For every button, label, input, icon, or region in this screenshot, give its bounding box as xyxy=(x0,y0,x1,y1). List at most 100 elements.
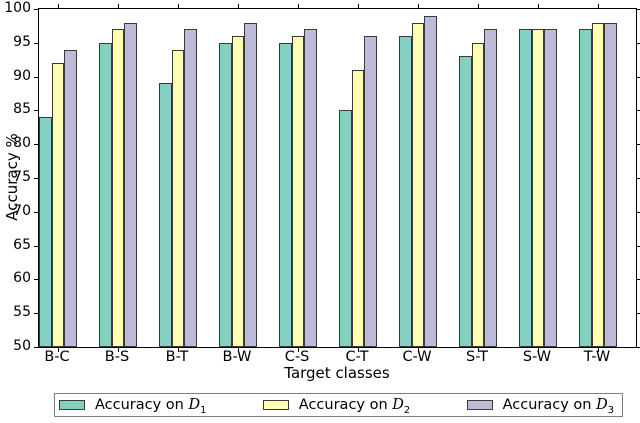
y-tick xyxy=(34,144,38,146)
x-tick-label-s-w: S-W xyxy=(522,349,552,365)
bar-c-t-d3 xyxy=(364,36,377,347)
x-tick xyxy=(118,4,119,8)
x-axis-title: Target classes xyxy=(284,364,390,382)
y-tick xyxy=(637,279,640,281)
bar-c-w-d3 xyxy=(424,15,437,347)
x-tick xyxy=(118,348,119,352)
bar-b-s-d3 xyxy=(124,22,137,347)
x-tick xyxy=(418,4,419,8)
x-tick-label-c-t: C-T xyxy=(345,349,369,365)
bar-b-t-d3 xyxy=(184,29,197,347)
x-tick xyxy=(598,4,599,8)
y-tick xyxy=(34,76,38,78)
x-tick-label-s-t: S-T xyxy=(466,349,488,365)
bar-b-c-d1 xyxy=(39,117,52,347)
y-tick xyxy=(34,9,38,10)
x-tick xyxy=(538,348,539,352)
bar-s-t-d3 xyxy=(484,29,497,347)
x-tick xyxy=(538,4,539,8)
x-tick-label-b-t: B-T xyxy=(165,349,189,365)
bar-s-t-d1 xyxy=(459,56,472,347)
y-tick xyxy=(637,211,640,213)
y-tick xyxy=(34,279,38,281)
bar-b-c-d3 xyxy=(64,49,77,347)
y-tick-label-50: 50 xyxy=(13,338,31,354)
bar-s-t-d2 xyxy=(471,42,485,347)
legend-label-d1: Accuracy on D1 xyxy=(95,397,207,416)
legend-entry-d2: Accuracy on D2 xyxy=(262,397,411,416)
y-tick xyxy=(637,347,640,348)
y-tick xyxy=(34,110,38,112)
bar-s-w-d1 xyxy=(519,29,532,347)
x-tick-label-c-s: C-S xyxy=(284,349,310,365)
y-tick-label-80: 80 xyxy=(13,135,31,152)
bar-b-s-d1 xyxy=(99,42,112,347)
legend-entry-d1: Accuracy on D1 xyxy=(59,397,207,416)
bar-c-w-d1 xyxy=(399,36,412,347)
bar-b-t-d2 xyxy=(171,49,185,347)
y-tick xyxy=(637,313,640,315)
y-tick-label-55: 55 xyxy=(13,304,31,321)
x-tick-label-b-w: B-W xyxy=(222,349,252,365)
x-tick xyxy=(178,4,179,8)
x-tick xyxy=(58,348,59,352)
bar-b-c-d2 xyxy=(51,63,65,347)
y-tick xyxy=(34,245,38,247)
bar-b-w-d1 xyxy=(219,42,232,347)
bar-b-s-d2 xyxy=(111,29,125,347)
x-tick xyxy=(238,348,239,352)
y-tick xyxy=(34,211,38,213)
bar-c-t-d1 xyxy=(339,110,352,347)
y-tick xyxy=(637,76,640,78)
y-tick-label-60: 60 xyxy=(13,270,31,287)
bar-c-w-d2 xyxy=(411,22,425,347)
y-tick-label-95: 95 xyxy=(13,33,31,50)
y-tick xyxy=(637,144,640,146)
bar-s-w-d3 xyxy=(544,29,557,347)
legend-entry-d3: Accuracy on D3 xyxy=(466,397,614,416)
x-tick xyxy=(58,4,59,8)
y-tick xyxy=(34,42,38,44)
y-tick-label-75: 75 xyxy=(13,169,31,185)
x-tick xyxy=(178,348,179,352)
y-tick xyxy=(34,178,38,179)
y-tick xyxy=(637,178,640,179)
bar-c-s-d3 xyxy=(304,29,317,347)
x-tick-label-t-w: T-W xyxy=(583,349,611,365)
legend-swatch-d3 xyxy=(466,400,493,410)
y-tick xyxy=(637,245,640,247)
legend-label-d3: Accuracy on D3 xyxy=(502,397,614,416)
x-tick xyxy=(358,348,359,352)
x-tick xyxy=(298,4,299,8)
bar-c-t-d2 xyxy=(351,69,365,347)
y-tick xyxy=(34,347,38,348)
x-tick-label-c-w: C-W xyxy=(402,349,432,365)
y-tick-label-100: 100 xyxy=(4,0,31,16)
bar-c-s-d1 xyxy=(279,42,292,347)
x-tick xyxy=(598,348,599,352)
y-tick-label-85: 85 xyxy=(13,101,31,118)
x-tick xyxy=(358,4,359,8)
bar-t-w-d2 xyxy=(591,22,605,347)
x-tick xyxy=(238,4,239,8)
x-tick xyxy=(418,348,419,352)
y-tick-label-70: 70 xyxy=(13,202,31,219)
legend: Accuracy on D1 Accuracy on D2 Accuracy o… xyxy=(54,393,623,417)
bar-b-w-d3 xyxy=(244,22,257,347)
bar-b-t-d1 xyxy=(159,83,172,347)
x-tick-label-b-s: B-S xyxy=(104,349,130,365)
y-tick xyxy=(637,42,640,44)
bar-c-s-d2 xyxy=(291,36,305,347)
legend-swatch-d1 xyxy=(59,400,85,410)
x-tick-label-b-c: B-C xyxy=(44,349,70,365)
x-tick xyxy=(478,4,479,8)
x-tick xyxy=(298,348,299,352)
y-tick xyxy=(637,9,640,10)
y-tick-label-65: 65 xyxy=(13,236,31,253)
bar-s-w-d2 xyxy=(531,29,545,347)
plot-area xyxy=(34,4,640,352)
bar-t-w-d1 xyxy=(579,29,592,347)
y-tick xyxy=(34,313,38,315)
legend-label-d2: Accuracy on D2 xyxy=(298,397,411,416)
